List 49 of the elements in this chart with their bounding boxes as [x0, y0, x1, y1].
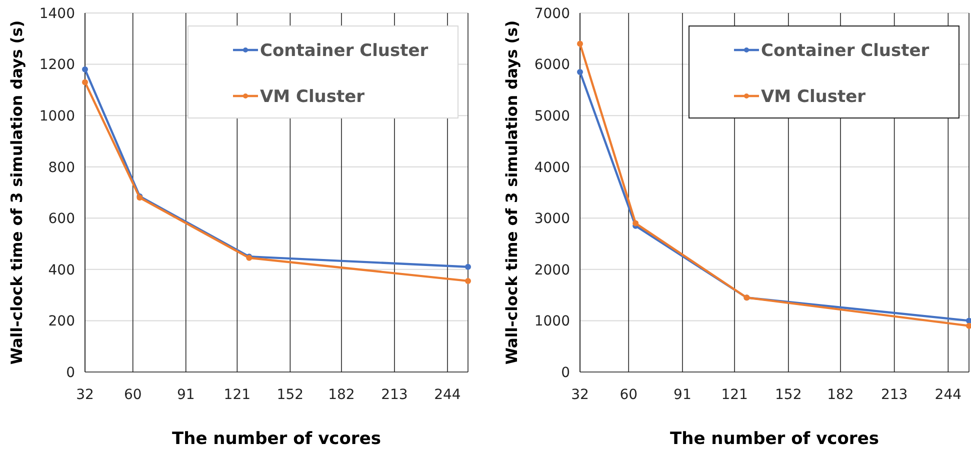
y-tick-label: 400 [48, 262, 75, 278]
point [577, 68, 583, 75]
x-tick-label: 152 [775, 387, 802, 403]
x-tick-label: 32 [76, 387, 94, 403]
point [632, 220, 639, 226]
x-tick-label: 244 [434, 387, 461, 403]
x-tick-label: 182 [328, 387, 355, 403]
x-tick-label: 182 [827, 387, 854, 403]
y-tick-label: 3000 [534, 211, 570, 228]
point [82, 66, 88, 72]
y-tick-label: 1000 [534, 314, 570, 330]
y-tick-label: 1400 [39, 6, 75, 22]
y-axis-title: Wall-clock time of 3 simulation days (s) [8, 20, 26, 365]
point [966, 322, 971, 329]
legend-label: VM Cluster [761, 86, 866, 107]
point [966, 318, 971, 324]
y-axis-title: Wall-clock time of 3 simulation days (s) [503, 20, 521, 365]
y-tick-label: 0 [66, 364, 75, 381]
x-tick-label: 121 [224, 387, 251, 403]
y-tick-label: 5000 [534, 108, 570, 124]
y-tick-label: 0 [561, 364, 570, 381]
y-tick-label: 200 [48, 314, 75, 330]
x-tick-label: 121 [721, 387, 748, 403]
y-tick-label: 1000 [39, 108, 75, 124]
legend-label: VM Cluster [260, 86, 366, 107]
point [465, 278, 471, 284]
y-tick-label: 600 [48, 211, 75, 228]
x-tick-label: 32 [571, 387, 589, 403]
x-tick-label: 152 [276, 387, 304, 403]
x-axis-title: The number of vcores [670, 429, 879, 449]
x-tick-label: 60 [620, 387, 638, 403]
point [82, 79, 88, 86]
x-tick-label: 213 [381, 387, 408, 403]
legend-label: Container Cluster [761, 40, 930, 61]
legend-label: Container Cluster [260, 40, 429, 61]
y-tick-label: 2000 [534, 262, 570, 278]
x-axis-title: The number of vcores [172, 429, 381, 449]
x-tick-label: 91 [176, 387, 195, 403]
y-tick-label: 6000 [534, 57, 570, 74]
x-tick-label: 213 [880, 387, 908, 403]
x-tick-label: 244 [934, 387, 962, 403]
y-tick-label: 800 [48, 160, 75, 176]
y-tick-label: 4000 [534, 160, 570, 176]
y-tick-label: 7000 [534, 6, 570, 22]
x-tick-label: 60 [124, 387, 142, 403]
x-tick-label: 91 [674, 387, 692, 403]
point [465, 264, 471, 270]
y-tick-label: 1200 [39, 57, 75, 74]
point [577, 40, 583, 47]
